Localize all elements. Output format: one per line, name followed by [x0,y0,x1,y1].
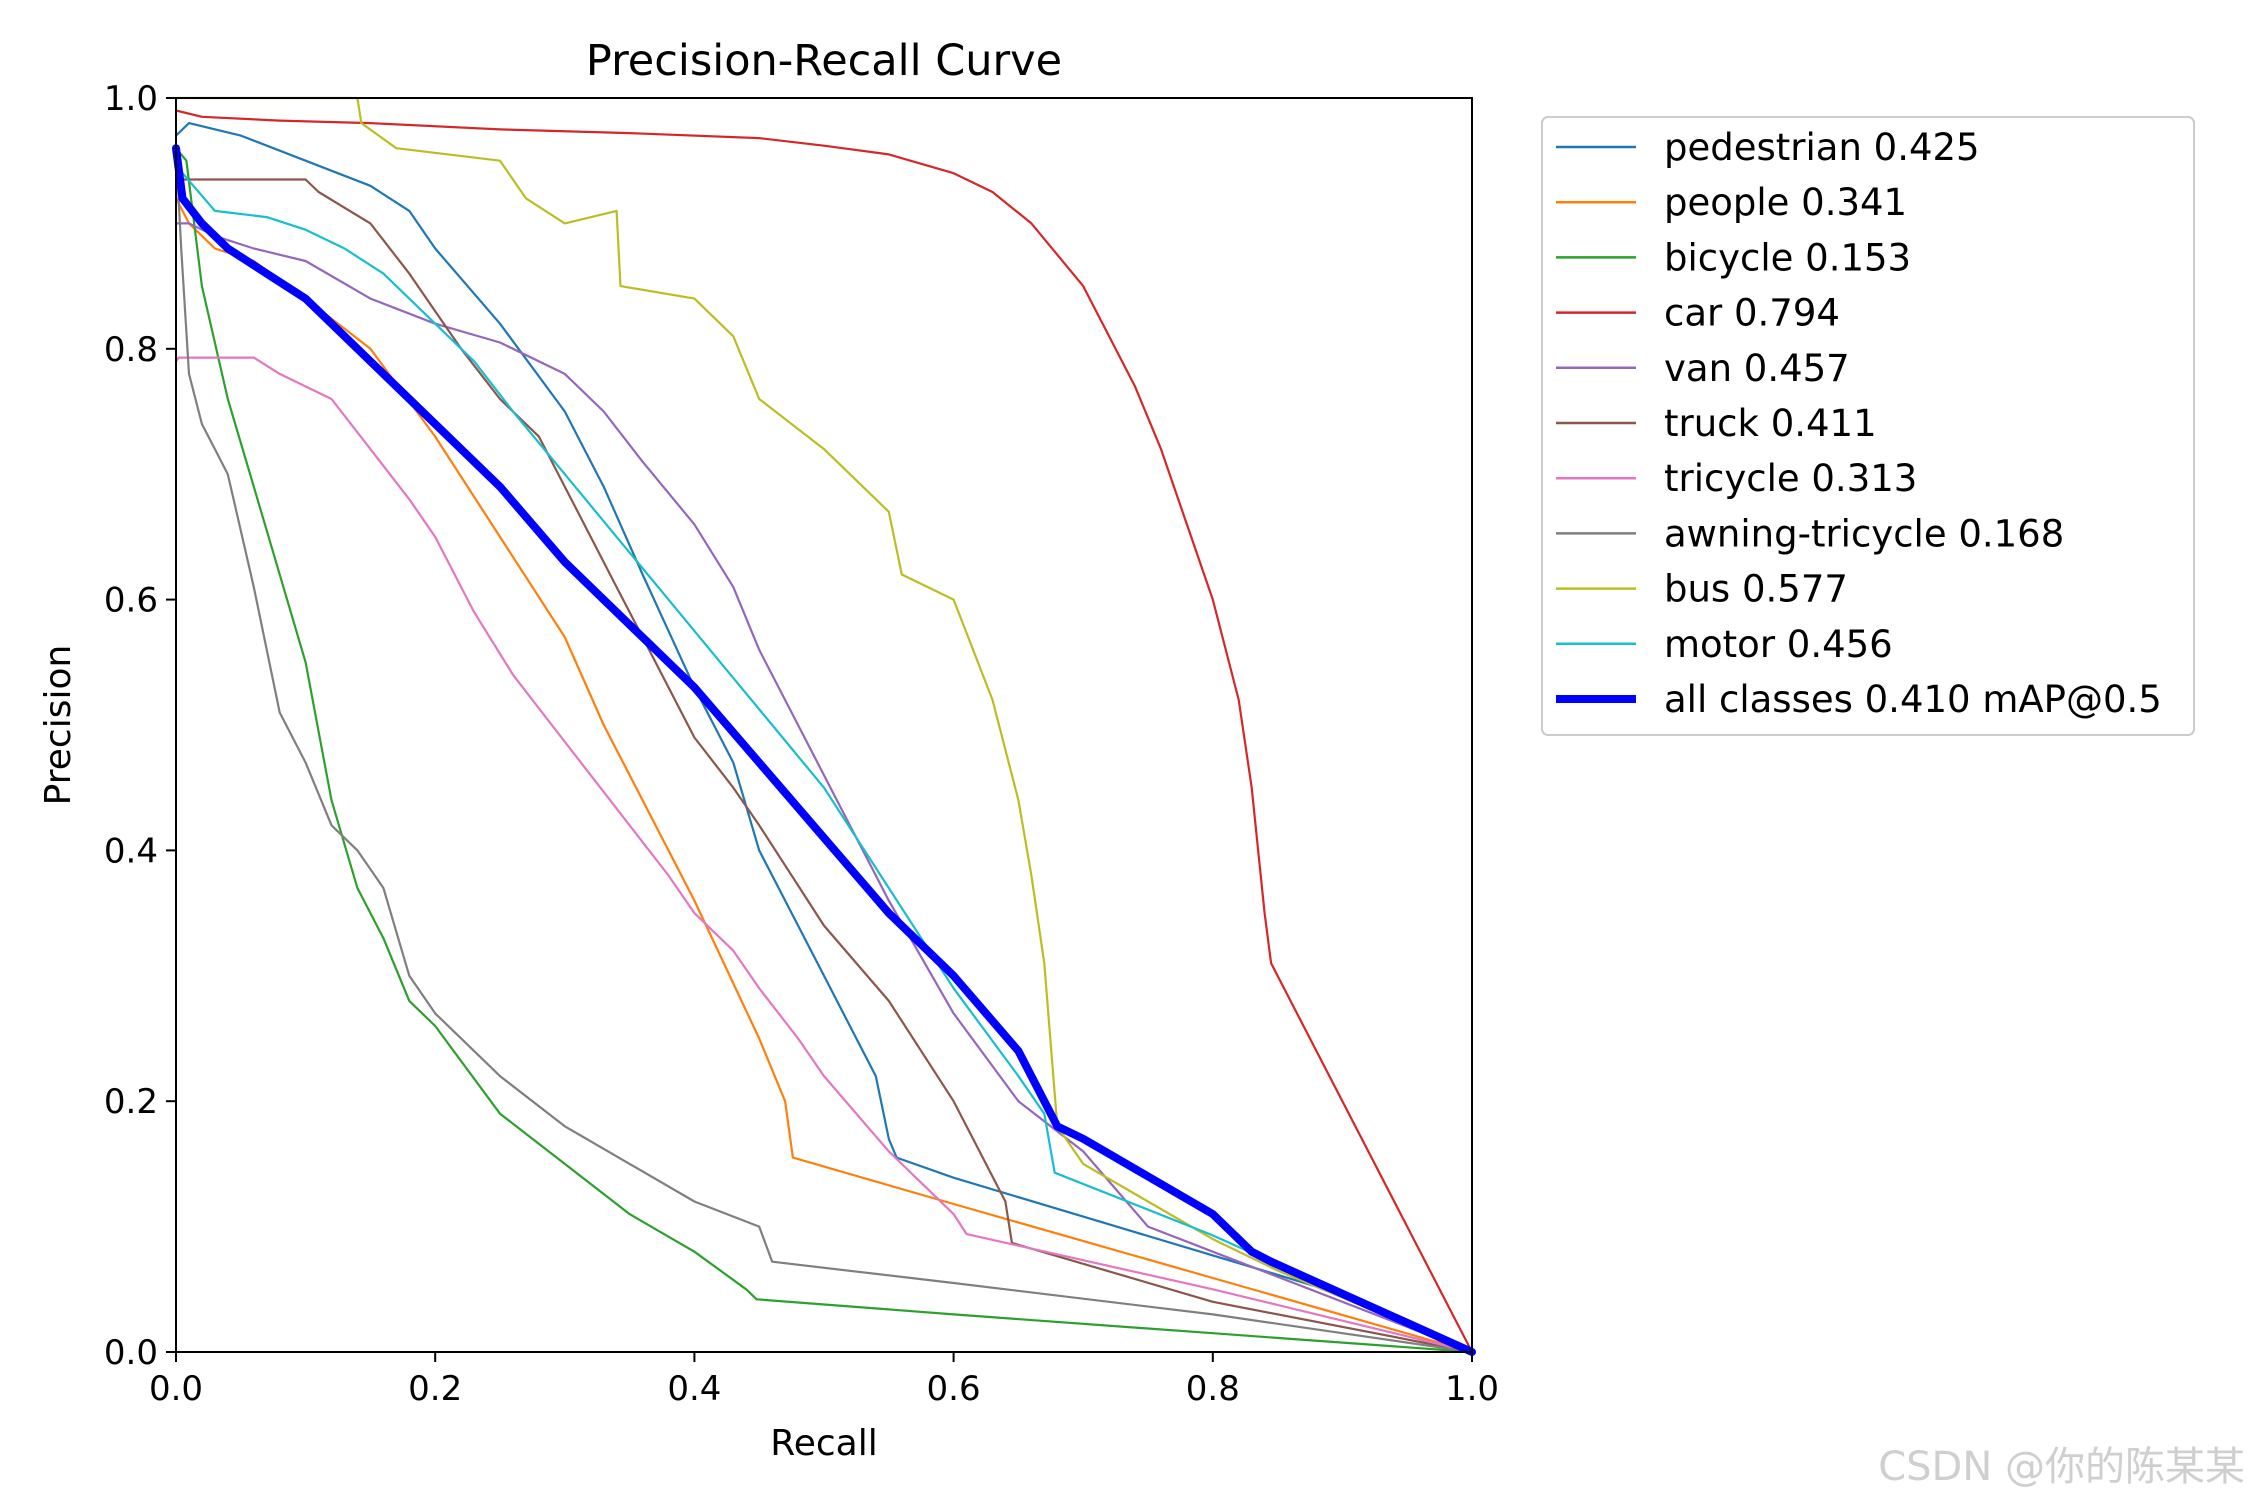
x-axis-title: Recall [770,1423,877,1464]
legend-label-tricycle: tricycle 0.313 [1664,457,1917,500]
y-tick-label: 1.0 [104,79,158,119]
x-tick-label: 0.6 [927,1369,981,1409]
y-tick-label: 0.4 [104,831,158,871]
legend-label-truck: truck 0.411 [1664,402,1877,445]
legend-label-awning-tricycle: awning-tricycle 0.168 [1664,512,2064,555]
series-line-bus [174,96,1474,1354]
x-tick-label: 0.4 [667,1369,721,1409]
series-line-van [174,222,1474,1354]
chart-title: Precision-Recall Curve [586,36,1062,86]
legend-label-motor: motor 0.456 [1664,623,1893,666]
x-tick-label: 0.2 [408,1369,462,1409]
legend-label-people: people 0.341 [1664,181,1907,224]
y-axis-title: Precision [38,645,79,806]
series-line-tricycle [174,356,1474,1354]
series-line-car [174,109,1474,1354]
y-tick-label: 0.0 [104,1333,158,1373]
y-tick-label: 0.8 [104,330,158,370]
legend: pedestrian 0.425 people 0.341 bicycle 0.15… [1541,116,2195,736]
y-tick-label: 0.6 [104,581,158,621]
watermark-text: CSDN @你的陈某某 [1878,1444,2245,1490]
series-line-motor [174,159,1474,1354]
x-tick-label: 1.0 [1445,1369,1499,1409]
legend-label-all-classes: all classes 0.410 mAP@0.5 [1664,678,2162,721]
plot-lines [172,96,1476,1356]
series-line-bicycle [174,147,1474,1354]
legend-label-car: car 0.794 [1664,292,1840,335]
x-axis: 0.0 0.2 0.4 0.6 0.8 1.0 [149,1352,1499,1409]
legend-label-van: van 0.457 [1664,347,1850,390]
y-tick-label: 0.2 [104,1082,158,1122]
legend-label-bicycle: bicycle 0.153 [1664,236,1911,279]
x-tick-label: 0.0 [149,1369,203,1409]
x-tick-label: 0.8 [1186,1369,1240,1409]
series-line-all-classes [172,144,1476,1356]
legend-label-pedestrian: pedestrian 0.425 [1664,126,1980,169]
legend-label-bus: bus 0.577 [1664,568,1848,611]
series-line-truck [174,172,1474,1354]
legend-box [1541,116,2195,736]
series-line-awning-tricycle [174,147,1474,1354]
y-axis: 0.0 0.2 0.4 0.6 0.8 1.0 [104,79,176,1373]
plot-frame [175,97,1473,1353]
